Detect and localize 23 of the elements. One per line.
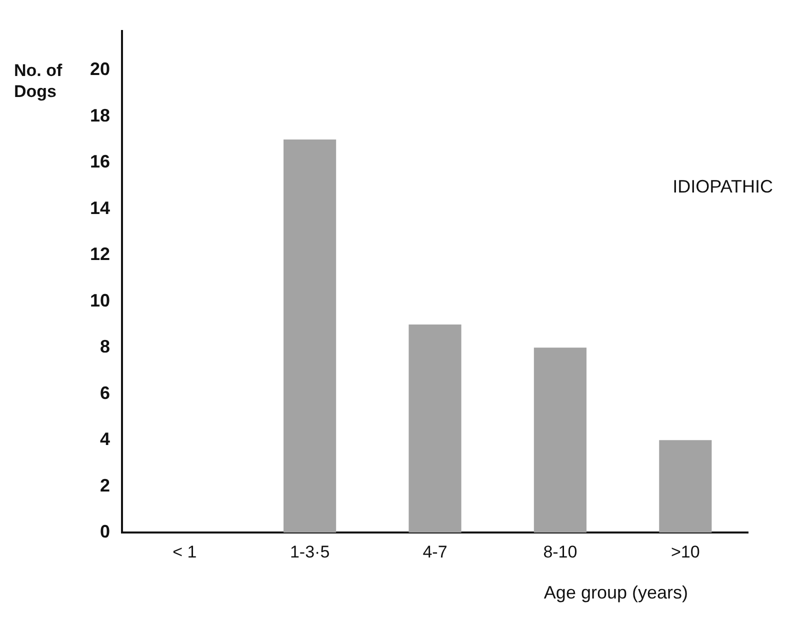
bar bbox=[408, 324, 462, 533]
y-tick-label: 14 bbox=[90, 198, 110, 218]
bar bbox=[659, 440, 712, 533]
annotation: IDIOPATHIC bbox=[672, 176, 773, 197]
x-tick-label: 1-3·5 bbox=[290, 542, 330, 562]
bar bbox=[534, 348, 586, 533]
y-tick-label: 10 bbox=[90, 290, 110, 310]
y-axis-title: No. of Dogs bbox=[14, 61, 62, 102]
y-tick-label: 12 bbox=[90, 244, 110, 264]
bar bbox=[284, 139, 336, 533]
y-tick-label: 18 bbox=[90, 105, 110, 126]
x-tick-label: 8-10 bbox=[543, 542, 578, 562]
x-tick-label: >10 bbox=[670, 542, 700, 562]
x-tick-label: 4-7 bbox=[422, 542, 448, 562]
y-tick-label: 20 bbox=[90, 59, 110, 80]
y-tick-label: 16 bbox=[90, 152, 110, 172]
x-axis-title: Age group (years) bbox=[544, 582, 688, 603]
y-tick-label: 4 bbox=[100, 429, 110, 450]
y-tick-label: 8 bbox=[100, 336, 110, 357]
y-tick-label: 6 bbox=[100, 382, 110, 403]
y-tick-label: 2 bbox=[100, 475, 110, 496]
x-tick-label: < 1 bbox=[172, 542, 197, 562]
y-tick-label: 0 bbox=[100, 522, 110, 542]
